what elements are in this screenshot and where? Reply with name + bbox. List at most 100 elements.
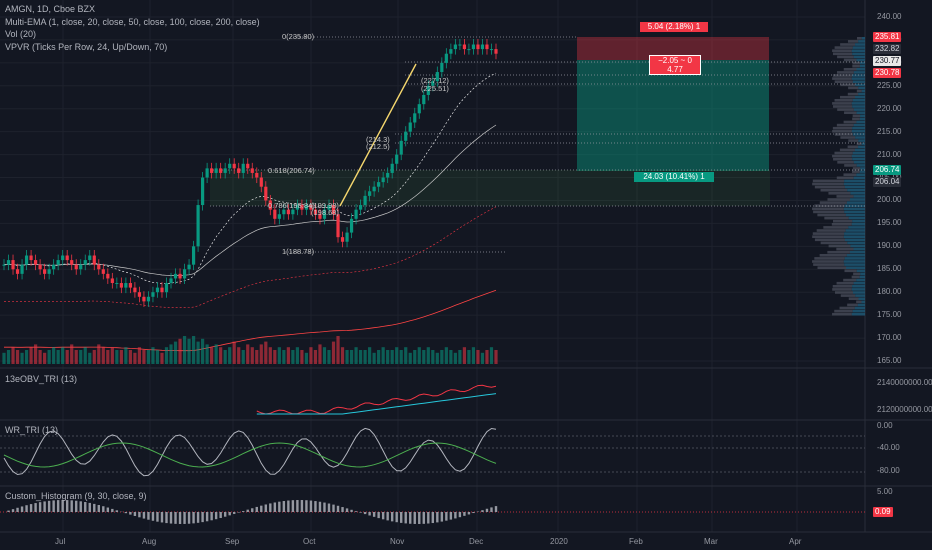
vpvr-bar-down	[852, 151, 865, 155]
volume-bar	[20, 352, 24, 364]
volume-bar	[15, 350, 20, 364]
hist-bar	[196, 512, 200, 523]
loss-zone[interactable]	[577, 37, 769, 60]
price-axis-label: 170.00	[877, 333, 902, 343]
vpvr-bar-down	[853, 247, 865, 251]
volume-bar	[426, 347, 430, 364]
candle-body	[15, 269, 20, 274]
volume-bar	[300, 350, 304, 364]
volume-bar	[408, 352, 412, 364]
profit-zone[interactable]	[577, 60, 769, 171]
vpvr-bar-down	[844, 185, 865, 189]
vpvr-bar-down	[850, 192, 865, 195]
vpvr-bar-down	[851, 288, 865, 291]
volume-bar	[232, 341, 236, 364]
candle-body	[61, 255, 65, 261]
volume-bar	[6, 350, 11, 364]
hist-bar	[219, 512, 222, 518]
hist-bar	[305, 500, 308, 512]
vpvr-bar-down	[851, 102, 865, 105]
vpvr-bar-up	[832, 49, 852, 52]
hist-bar	[251, 508, 254, 512]
annot-199: (199.98)	[311, 201, 339, 210]
vpvr-bar-up	[848, 297, 859, 300]
vpvr-bar-down	[844, 210, 865, 214]
legend-symbol[interactable]: AMGN, 1D, Cboe BZX	[5, 4, 96, 14]
vpvr-bar-down	[852, 105, 865, 108]
wr-pane-title[interactable]: WR_TRI (13)	[5, 425, 59, 435]
hist-bar	[25, 505, 28, 512]
time-axis-label: Apr	[789, 537, 802, 546]
candle-body	[255, 172, 259, 178]
candle-body	[358, 205, 363, 210]
vpvr-bar-down	[853, 161, 865, 164]
candle-body	[65, 255, 69, 261]
candle-body	[282, 209, 286, 215]
vpvr-bar-up	[840, 294, 856, 297]
candle-body	[115, 283, 119, 285]
candle-body	[146, 296, 151, 302]
candle-body	[304, 205, 309, 210]
hist-bar	[178, 512, 182, 524]
profit-label[interactable]: 24.03 (10.41%) 1	[634, 172, 714, 182]
hist-bar	[223, 512, 227, 517]
volume-bar	[381, 347, 385, 364]
candle-body	[440, 62, 444, 73]
volume-bar	[223, 350, 227, 364]
volume-bar	[191, 336, 196, 364]
volume-bar	[422, 350, 426, 364]
ratio-label[interactable]: −2.05 ~ 0 4.77	[649, 55, 701, 75]
obv-pane-title[interactable]: 13eOBV_TRI (13)	[5, 374, 78, 384]
volume-bars	[2, 336, 498, 364]
vpvr-bar-down	[855, 43, 865, 46]
vpvr-bar-up	[813, 263, 845, 266]
vpvr-bar-down	[858, 297, 865, 300]
vpvr-bar-down	[853, 195, 865, 198]
vpvr-bar-down	[861, 300, 865, 304]
volume-bar	[313, 350, 318, 364]
vpvr-bar-up	[836, 281, 854, 285]
volume-bar	[201, 338, 205, 364]
obv-signal-line	[256, 393, 497, 415]
volume-bar	[327, 350, 331, 364]
hist-bar	[296, 500, 299, 512]
candle-body	[205, 168, 209, 178]
vpvr-bar-down	[846, 201, 865, 204]
candle-body	[182, 269, 187, 279]
hist-bar	[20, 506, 24, 512]
hist-bar	[314, 501, 317, 512]
volume-bar	[11, 347, 15, 364]
histogram-bars	[0, 500, 865, 524]
volume-bar	[178, 338, 182, 364]
volume-bar	[38, 350, 42, 364]
volume-bar	[286, 347, 290, 364]
vpvr-bar-down	[852, 126, 865, 130]
trend-line[interactable]	[339, 63, 417, 207]
time-axis-label: Feb	[629, 537, 643, 546]
volume-bar	[404, 347, 408, 364]
loss-label[interactable]: 5.04 (2.18%) 1	[640, 22, 708, 32]
vpvr-bar-down	[843, 207, 865, 211]
volume-bar	[363, 350, 367, 364]
histogram-pane-title[interactable]: Custom_Histogram (9, 30, close, 9)	[5, 491, 147, 501]
legend-vpvr[interactable]: VPVR (Ticks Per Row, 24, Up/Down, 70)	[5, 41, 168, 52]
hist-bar	[413, 512, 416, 524]
candle-body	[56, 260, 60, 265]
vpvr-bar-down	[852, 219, 865, 223]
vpvr-bar-down	[851, 130, 865, 133]
hist-bar	[287, 500, 290, 512]
vpvr-bar-up	[827, 198, 850, 201]
volume-bar	[309, 347, 313, 364]
vpvr-bar-down	[848, 226, 865, 229]
candle-body	[363, 195, 367, 206]
hist-bar	[431, 512, 435, 524]
legend-vol[interactable]: Vol (20)	[5, 29, 37, 39]
vpvr-bar-down	[849, 250, 865, 254]
vpvr-bar-down	[844, 204, 865, 207]
vpvr-bar-up	[840, 95, 856, 99]
vpvr-bar-down	[858, 92, 865, 96]
volume-bar	[219, 347, 223, 364]
legend-ema[interactable]: Multi-EMA (1, close, 20, close, 50, clos…	[5, 16, 260, 27]
hist-bar	[160, 512, 164, 523]
